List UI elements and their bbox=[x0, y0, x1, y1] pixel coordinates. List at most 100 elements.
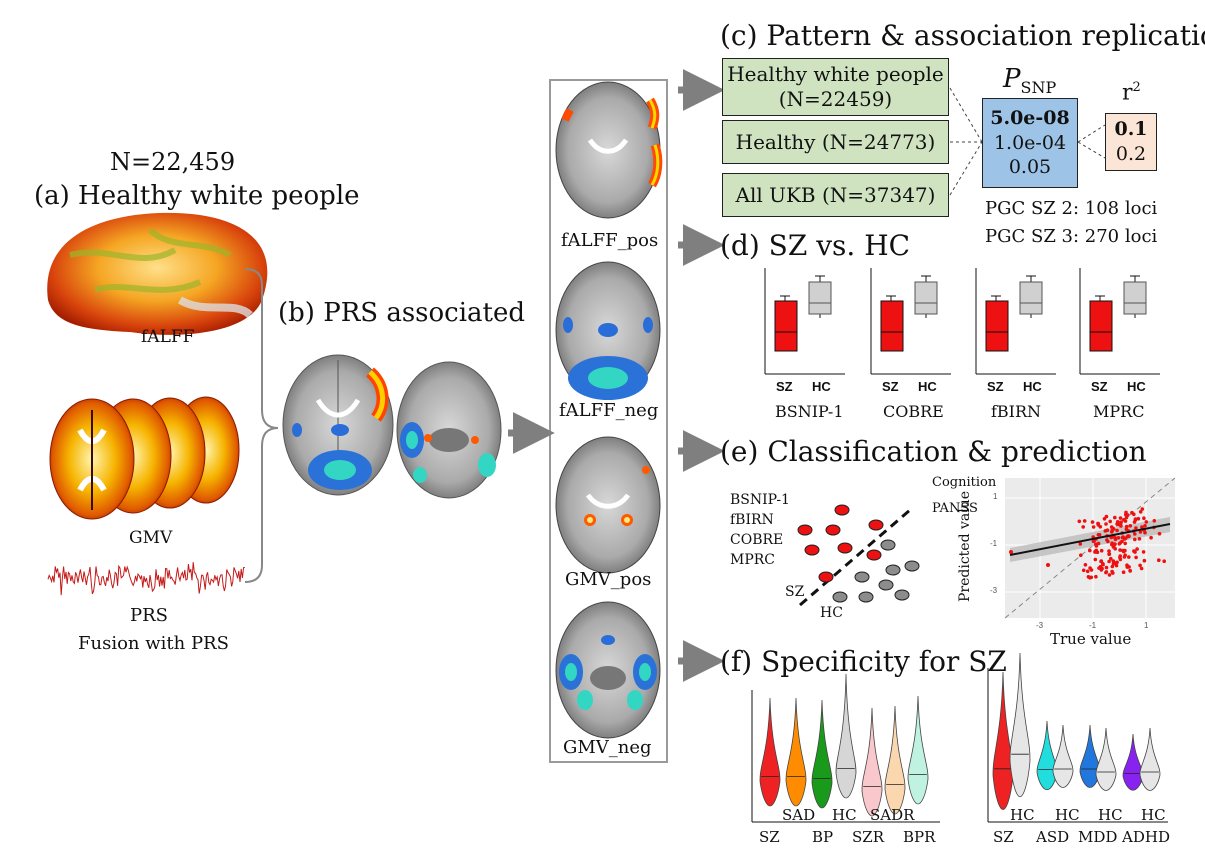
violin bbox=[811, 699, 833, 809]
xtick-3: 1 bbox=[1144, 621, 1149, 630]
prediction-point bbox=[1114, 563, 1119, 568]
prediction-point bbox=[1128, 524, 1133, 528]
prediction-point bbox=[1125, 565, 1130, 569]
violin bbox=[759, 697, 781, 807]
prediction-point bbox=[1088, 548, 1092, 553]
fusion-label: Fusion with PRS bbox=[78, 633, 229, 654]
prs-axial-slices bbox=[282, 354, 502, 499]
prediction-point bbox=[1083, 563, 1088, 567]
cohort-size: N=22,459 bbox=[110, 148, 236, 176]
prediction-point bbox=[1090, 520, 1095, 524]
bp-sz-label: SZ bbox=[1091, 379, 1108, 394]
prediction-point bbox=[1109, 525, 1114, 529]
prediction-point bbox=[1122, 555, 1127, 559]
prediction-point bbox=[1122, 518, 1126, 522]
panel-e-title: (e) Classification & prediction bbox=[720, 435, 1147, 468]
prediction-point bbox=[1140, 507, 1145, 511]
violin bbox=[1095, 727, 1117, 791]
ytick-3: -3 bbox=[990, 586, 998, 595]
prediction-point bbox=[1121, 570, 1126, 574]
prediction-point bbox=[1141, 550, 1146, 554]
prediction-point bbox=[1091, 525, 1096, 529]
prediction-point bbox=[1124, 510, 1128, 515]
classification-scatter bbox=[797, 504, 920, 607]
prediction-point bbox=[1107, 573, 1112, 577]
prediction-point bbox=[1152, 519, 1157, 523]
dataset-fbirn: fBIRN bbox=[991, 402, 1042, 421]
prediction-point bbox=[1162, 559, 1166, 563]
violin bbox=[907, 695, 929, 805]
prediction-point bbox=[1111, 571, 1115, 575]
column-brains bbox=[555, 81, 663, 739]
xtick-1: -3 bbox=[1036, 621, 1044, 630]
prediction-plot bbox=[1004, 477, 1176, 619]
cohort-box-healthy-white-line1: Healthy white people bbox=[727, 62, 944, 86]
prediction-point bbox=[1094, 574, 1098, 579]
violin bbox=[861, 707, 883, 817]
bp-hc-label: HC bbox=[1127, 379, 1146, 394]
cohort-box-healthy-text: Healthy (N=24773) bbox=[735, 129, 936, 154]
prediction-point bbox=[1137, 537, 1142, 541]
prediction-point bbox=[1144, 520, 1149, 524]
gmv-label: GMV bbox=[129, 528, 173, 548]
prediction-point bbox=[1133, 517, 1138, 521]
prediction-point bbox=[1093, 549, 1097, 554]
dataset-bsnip: BSNIP-1 bbox=[775, 402, 844, 421]
prediction-point bbox=[1132, 512, 1136, 517]
prediction-point bbox=[1115, 520, 1120, 524]
ytick-1: 1 bbox=[993, 492, 998, 501]
prediction-point bbox=[1099, 559, 1103, 564]
cohort-box-healthy-white: Healthy white people (N=22459) bbox=[722, 58, 949, 116]
prediction-point bbox=[1124, 527, 1129, 532]
prediction-point bbox=[1088, 575, 1092, 580]
prediction-point bbox=[1135, 547, 1139, 551]
left-x-sz: SZ bbox=[759, 828, 780, 846]
prediction-point bbox=[1126, 513, 1130, 517]
right-x-hc-2: HC bbox=[1055, 806, 1080, 824]
r2-superscript: 2 bbox=[1132, 80, 1141, 95]
label-falff-neg: fALFF_neg bbox=[559, 400, 659, 421]
prediction-point bbox=[1110, 542, 1114, 547]
psnp-subscript: SNP bbox=[1020, 78, 1057, 97]
panss-label: PANSS bbox=[932, 501, 978, 516]
prediction-point bbox=[1118, 555, 1122, 560]
prediction-point bbox=[1097, 533, 1102, 537]
r2-value-1: 0.1 bbox=[1114, 118, 1148, 141]
left-x-sadr: SADR bbox=[870, 806, 915, 824]
prediction-point bbox=[1133, 532, 1137, 536]
prediction-point bbox=[1105, 528, 1110, 532]
prediction-point bbox=[1117, 542, 1122, 546]
panel-c-title: (c) Pattern & association replication bbox=[720, 19, 1205, 52]
specificity-violins-right bbox=[987, 652, 1168, 823]
prediction-point bbox=[1157, 558, 1161, 562]
prediction-point bbox=[1132, 549, 1136, 553]
prediction-point bbox=[1096, 541, 1101, 546]
replication-connectors bbox=[949, 87, 1106, 196]
prediction-point bbox=[1121, 549, 1126, 554]
violin bbox=[1139, 727, 1161, 791]
class-dataset-3: COBRE bbox=[730, 532, 784, 548]
prediction-point bbox=[1094, 544, 1099, 548]
prediction-point bbox=[1133, 537, 1137, 542]
bracket bbox=[244, 268, 279, 583]
r2-label: r bbox=[1122, 80, 1133, 106]
prediction-point bbox=[1116, 536, 1121, 540]
violin bbox=[884, 705, 906, 815]
cohort-box-all-ukb-text: All UKB (N=37347) bbox=[735, 182, 936, 207]
prediction-point bbox=[1078, 542, 1083, 546]
violin bbox=[992, 671, 1014, 810]
prediction-point bbox=[1118, 516, 1123, 520]
prediction-point bbox=[1139, 566, 1144, 571]
bp-sz-label: SZ bbox=[882, 379, 899, 394]
xtick-2: -1 bbox=[1089, 621, 1097, 630]
prediction-point bbox=[1136, 516, 1141, 521]
class-sz-label: SZ bbox=[785, 584, 805, 600]
psnp-header: PSNP bbox=[1003, 66, 1056, 96]
left-x-szr: SZR bbox=[852, 828, 884, 846]
prediction-point bbox=[1116, 522, 1121, 527]
prediction-point bbox=[1127, 534, 1131, 539]
label-gmv-pos: GMV_pos bbox=[565, 569, 652, 590]
prediction-point bbox=[1107, 549, 1111, 553]
